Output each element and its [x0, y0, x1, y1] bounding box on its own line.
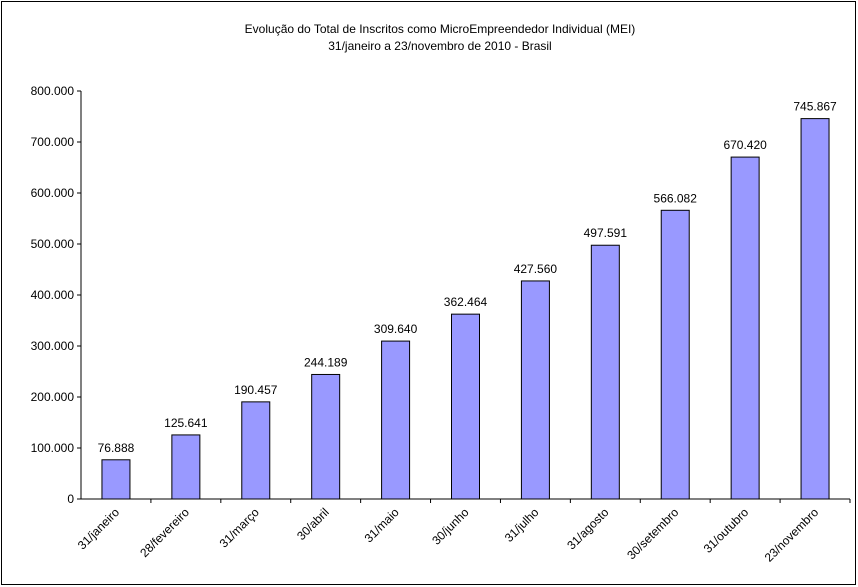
value-label: 190.457: [234, 383, 278, 397]
bar: [660, 209, 690, 500]
chart-subtitle: 31/janeiro a 23/novembro de 2010 - Brasi…: [328, 39, 551, 53]
y-tick-label: 200.000: [31, 390, 75, 404]
y-tick-label: 700.000: [31, 135, 75, 149]
value-label: 566.082: [654, 191, 698, 205]
y-tick-label: 800.000: [31, 84, 75, 98]
value-label: 125.641: [164, 416, 208, 430]
value-label: 309.640: [374, 322, 418, 336]
bar: [101, 459, 131, 500]
value-label: 362.464: [444, 295, 488, 309]
value-label: 745.867: [793, 100, 837, 114]
y-tick-label: 400.000: [31, 288, 75, 302]
value-label: 497.591: [584, 226, 628, 240]
value-label: 670.420: [723, 138, 767, 152]
y-tick-label: 300.000: [31, 339, 75, 353]
bar: [800, 118, 830, 500]
bar: [451, 313, 480, 500]
y-tick-label: 500.000: [31, 237, 75, 251]
y-tick-label: 100.000: [31, 441, 75, 455]
y-tick-label: 600.000: [31, 186, 75, 200]
bar: [171, 434, 201, 500]
bar: [520, 280, 550, 500]
bar: [311, 373, 341, 500]
value-label: 427.560: [514, 262, 558, 276]
value-label: 244.189: [304, 355, 348, 369]
bar: [381, 340, 411, 500]
bar: [590, 244, 620, 500]
y-tick-label: 0: [67, 492, 74, 506]
chart-title: Evolução do Total de Inscritos como Micr…: [245, 22, 636, 36]
bar: [241, 401, 271, 500]
value-label: 76.888: [98, 441, 135, 455]
bar: [730, 156, 760, 500]
